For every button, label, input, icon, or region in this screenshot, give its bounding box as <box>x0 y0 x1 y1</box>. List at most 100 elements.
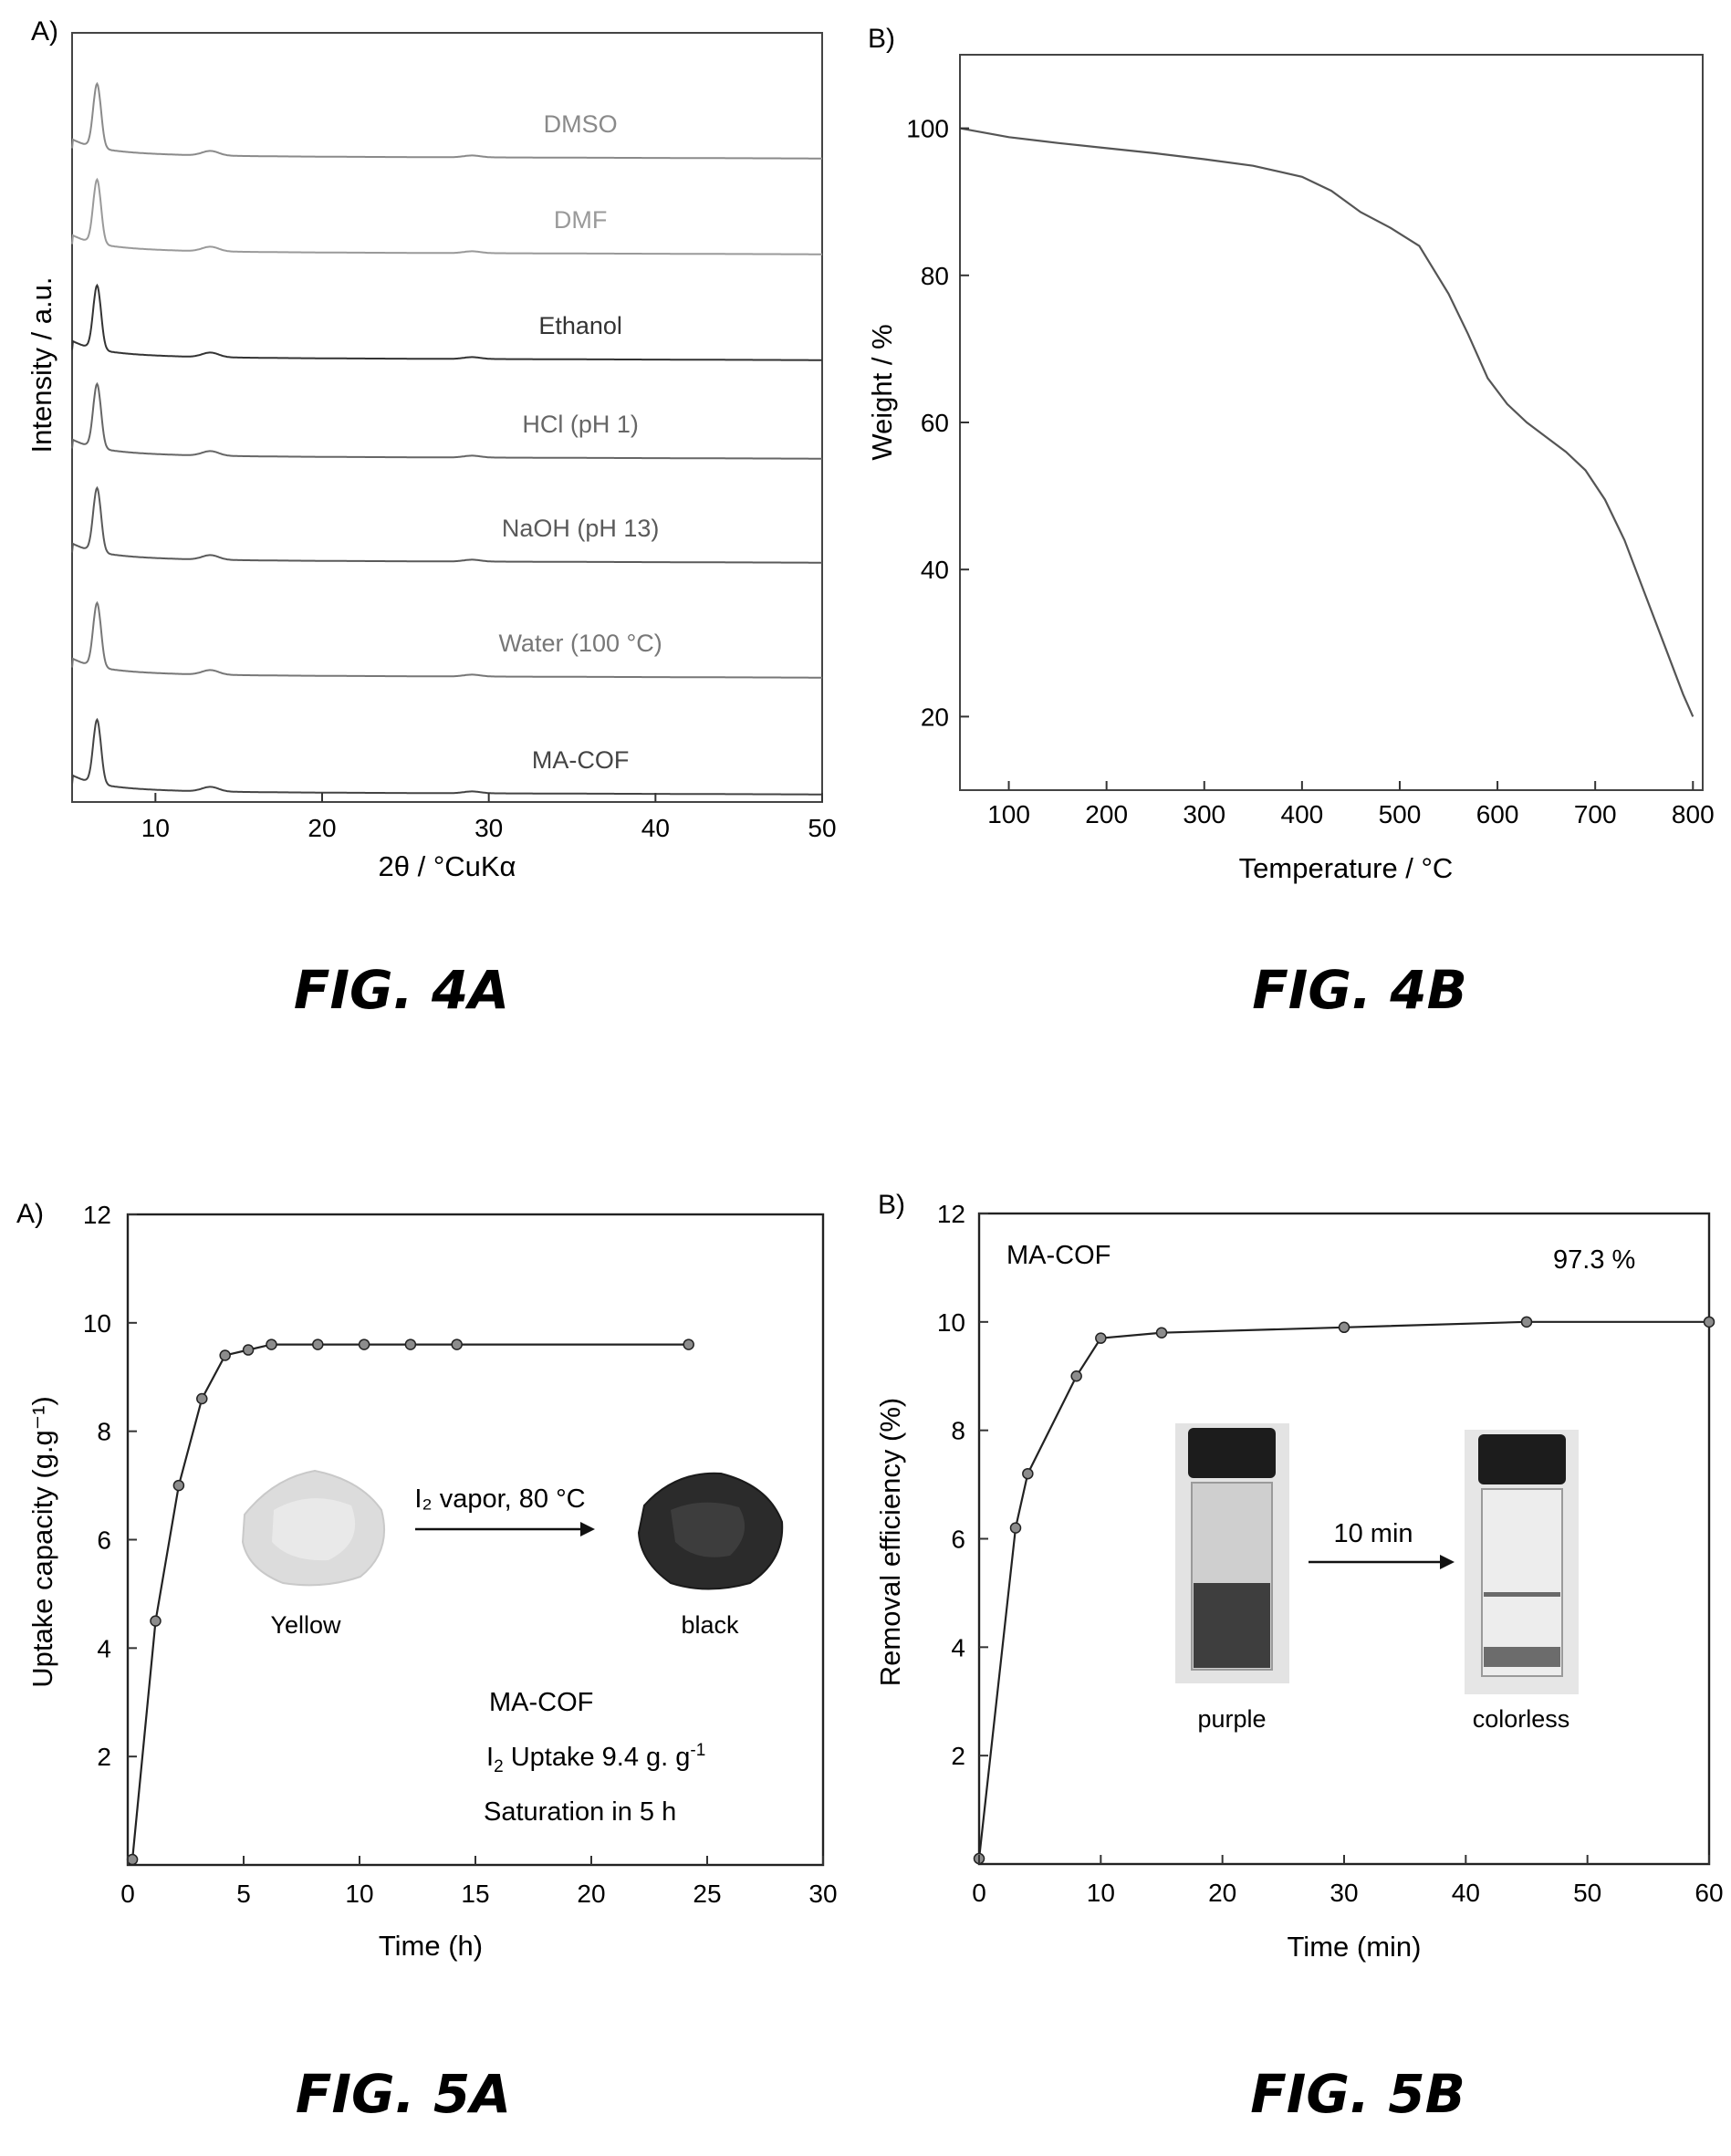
y-tick-label: 60 <box>921 409 949 437</box>
fig4a-y-axis-title: Intensity / a.u. <box>26 277 57 453</box>
x-tick-label: 30 <box>808 1880 837 1908</box>
y-tick-label: 40 <box>921 556 949 584</box>
fig4a-x-axis-title: 2θ / °CuKα <box>379 850 516 882</box>
x-tick-label: 5 <box>236 1880 251 1908</box>
trace-label-1: DMF <box>554 206 607 234</box>
x-tick-label: 20 <box>308 814 336 842</box>
xrd-trace-0 <box>71 81 822 160</box>
x-tick-label: 700 <box>1574 800 1617 828</box>
trace-label-6: MA-COF <box>532 746 629 774</box>
fig4b-panel-letter: B) <box>868 24 895 54</box>
fig4a-plot-frame <box>71 32 823 803</box>
x-tick-label: 800 <box>1672 800 1715 828</box>
x-tick-label: 10 <box>1087 1879 1115 1907</box>
data-point <box>126 1853 139 1866</box>
x-tick-label: 40 <box>1452 1879 1480 1907</box>
purple-vial-solution <box>1194 1583 1270 1668</box>
fig4a-chart: A) DMSO DMF Ethanol HCl (pH 1) NaOH (pH 13) W… <box>26 16 837 1021</box>
colorless-vial-bottom-layer <box>1484 1647 1560 1667</box>
purple-vial-cap <box>1188 1428 1276 1478</box>
y-tick-label: 8 <box>951 1417 965 1445</box>
x-tick-label: 200 <box>1085 800 1128 828</box>
fig5b-y-ticks: 2 4 6 8 10 12 <box>937 1200 988 1770</box>
fig5a-y-axis-title: Uptake capacity (g.g⁻¹) <box>26 1396 58 1688</box>
fig5a-y-ticks: 2 4 6 8 10 12 <box>83 1201 137 1771</box>
data-point <box>404 1338 417 1350</box>
fig4b-chart: B) 100 200 300 400 500 600 700 800 20 40 60 80 100 … <box>866 24 1715 1021</box>
x-tick-label: 40 <box>641 814 670 842</box>
x-tick-label: 400 <box>1281 800 1324 828</box>
x-tick-label: 50 <box>1573 1879 1601 1907</box>
fig5b-top-right-annot: 97.3 % <box>1553 1245 1635 1275</box>
data-point <box>1070 1370 1082 1382</box>
fig5a-right-caption: black <box>681 1611 739 1639</box>
fig4b-y-axis-title: Weight / % <box>866 324 898 460</box>
trace-label-3: HCl (pH 1) <box>522 411 639 438</box>
black-powder-highlight <box>671 1502 746 1557</box>
data-point <box>683 1338 694 1350</box>
y-tick-label: 4 <box>951 1633 965 1661</box>
series-line <box>977 1320 1709 1859</box>
y-tick-label: 12 <box>83 1201 111 1229</box>
y-tick-label: 12 <box>937 1200 965 1228</box>
fig4a-x-ticks: 10 20 30 40 50 <box>141 793 837 842</box>
fig5a-annot-line2: I2 Uptake 9.4 g. g-1 <box>486 1741 705 1776</box>
fig5a-panel-letter: A) <box>16 1199 44 1229</box>
y-tick-label: 2 <box>951 1742 965 1770</box>
data-point <box>1338 1321 1350 1334</box>
data-point <box>1703 1316 1715 1328</box>
fig4a-trace-labels: DMSO DMF Ethanol HCl (pH 1) NaOH (pH 13) Wate… <box>498 110 662 774</box>
x-tick-label: 60 <box>1695 1879 1723 1907</box>
y-tick-label: 8 <box>97 1418 111 1446</box>
y-tick-label: 20 <box>921 703 949 731</box>
data-point <box>1155 1327 1168 1338</box>
fig5b-panel-letter: B) <box>878 1190 905 1220</box>
y-tick-label: 6 <box>951 1526 965 1554</box>
fig5b-arrow-text: 10 min <box>1333 1519 1413 1548</box>
fig5b-right-caption: colorless <box>1473 1705 1570 1733</box>
xrd-trace-5 <box>71 600 822 679</box>
fig4b-weight-curve <box>959 127 1695 717</box>
data-point <box>1095 1332 1107 1344</box>
x-tick-label: 0 <box>972 1879 986 1907</box>
x-tick-label: 20 <box>1208 1879 1236 1907</box>
x-tick-label: 300 <box>1183 800 1225 828</box>
fig5b-figure-label: FIG. 5B <box>1250 2063 1465 2125</box>
colorless-vial-cap <box>1478 1434 1566 1484</box>
data-point <box>358 1338 370 1350</box>
x-tick-label: 0 <box>120 1880 135 1908</box>
fig5a-x-ticks: 0 5 10 15 20 25 30 <box>120 1856 838 1908</box>
trace-label-5: Water (100 °C) <box>498 630 662 657</box>
y-tick-label: 2 <box>97 1743 111 1771</box>
data-point <box>1009 1522 1022 1534</box>
xrd-trace-3 <box>71 381 822 460</box>
fig5b-x-ticks: 0 10 20 30 40 50 60 <box>972 1855 1724 1907</box>
fig5a-series <box>126 1338 694 1866</box>
data-point <box>172 1479 185 1492</box>
x-tick-label: 10 <box>345 1880 373 1908</box>
data-point <box>196 1392 208 1405</box>
fig5a-annot-line3: Saturation in 5 h <box>484 1797 676 1827</box>
yellow-powder-highlight <box>272 1498 356 1561</box>
fig5a-x-axis-title: Time (h) <box>379 1930 483 1962</box>
fig5b-x-axis-title: Time (min) <box>1288 1931 1422 1963</box>
fig5a-arrow-text: I₂ vapor, 80 °C <box>414 1484 585 1514</box>
trace-label-0: DMSO <box>544 110 618 138</box>
fig5a-figure-label: FIG. 5A <box>296 2063 511 2125</box>
x-tick-label: 10 <box>141 814 170 842</box>
xrd-trace-6 <box>71 717 822 796</box>
fig5a-inset: I₂ vapor, 80 °C Yellow black MA-COF I2 U… <box>241 1469 784 1827</box>
y-tick-label: 80 <box>921 262 949 290</box>
fig4a-traces <box>71 81 822 796</box>
series-line <box>131 1343 689 1860</box>
arrow-right-icon <box>580 1522 595 1536</box>
trace-label-2: Ethanol <box>538 312 622 339</box>
fig4b-x-ticks: 100 200 300 400 500 600 700 800 <box>987 781 1715 828</box>
xrd-trace-1 <box>71 177 822 255</box>
data-point <box>1022 1467 1034 1480</box>
y-tick-label: 10 <box>83 1309 111 1338</box>
x-tick-label: 20 <box>577 1880 605 1908</box>
x-tick-label: 30 <box>1330 1879 1358 1907</box>
data-point <box>1520 1316 1533 1328</box>
colorless-vial-body <box>1481 1488 1563 1677</box>
